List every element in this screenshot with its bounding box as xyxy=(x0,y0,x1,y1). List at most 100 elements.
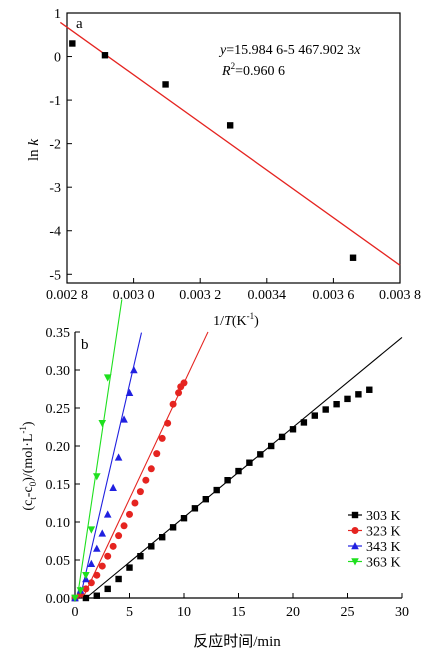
data-point-343-K xyxy=(130,366,138,374)
panel-b-y-tick-label: 0.00 xyxy=(46,592,71,607)
legend-label-303-K: 303 K xyxy=(366,509,401,524)
data-point-303-K xyxy=(235,467,242,475)
data-point-323-K xyxy=(131,499,139,507)
data-point-323-K xyxy=(142,476,150,484)
panel-b-y-tick-label: 0.35 xyxy=(46,326,71,341)
panel-a-y-tick-label: -5 xyxy=(49,268,61,283)
data-point-303-K xyxy=(300,419,308,426)
data-point-323-K xyxy=(136,488,144,496)
legend-marker-363-K xyxy=(351,558,359,566)
panel-b-x-tick-label: 30 xyxy=(395,605,409,620)
data-point-303-K xyxy=(115,575,122,583)
panel-a-x-tick-label: 0.003 0 xyxy=(113,288,155,303)
data-point-303-K xyxy=(224,477,231,484)
equation-rhs: =15.984 6-5 467.902 3 xyxy=(226,43,354,58)
data-point-323-K xyxy=(120,522,128,530)
panel-a-y-tick-label: -3 xyxy=(49,181,61,196)
panel-a-y-tick-label: -2 xyxy=(49,138,61,153)
panel-a: 1 0 -1 -2 -3 -4 -5 0.002 8 0.003 0 0.003 2 0.0034… xyxy=(26,7,421,329)
panel-a-x-axis-label: 1/T(K-1) xyxy=(213,311,259,329)
panel-b-x-tick-label: 20 xyxy=(286,605,300,620)
panel-a-x-tick-label: 0.003 2 xyxy=(179,288,221,303)
legend-label-323-K: 323 K xyxy=(366,525,401,540)
panel-a-frame xyxy=(66,12,401,284)
data-point-323-K xyxy=(175,389,183,397)
data-point-323-K xyxy=(153,450,161,458)
data-point-323-K xyxy=(98,562,106,570)
panel-a-y-axis-label: ln k xyxy=(26,139,42,161)
data-point-363-K xyxy=(103,374,112,382)
data-point-303-K xyxy=(180,515,188,522)
data-point-303-K xyxy=(93,592,100,599)
panel-a-label: a xyxy=(76,16,83,32)
xlabel-close: ) xyxy=(254,314,259,329)
data-point-343-K xyxy=(109,483,117,491)
xlabel-unit: (K xyxy=(232,314,247,329)
panel-a-equation: y=15.984 6-5 467.902 3x xyxy=(218,43,361,58)
equation-lhs: y xyxy=(218,43,227,58)
panel-b-x-tick-label: 5 xyxy=(126,605,133,620)
panel-b-x-tick-label: 15 xyxy=(232,605,246,620)
data-point-343-K xyxy=(98,529,107,537)
panel-a-y-tick-label: 1 xyxy=(54,7,61,22)
fit-line-323-K xyxy=(82,331,209,599)
data-point-343-K xyxy=(125,388,134,396)
data-point-323-K xyxy=(126,510,133,518)
data-point-323-K xyxy=(104,552,112,560)
data-point-303-K xyxy=(246,459,253,466)
panel-a-x-tick-label: 0.003 8 xyxy=(379,288,421,303)
data-point-303-K xyxy=(126,564,133,571)
data-point-343-K xyxy=(87,559,96,567)
data-point-303-K xyxy=(366,386,373,393)
data-point-323-K xyxy=(93,571,101,579)
panel-b-x-tick-label: 10 xyxy=(177,605,191,620)
panel-b: 0.00 0.05 0.10 0.15 0.20 0.25 0.30 0.35 0 5 10 15 2… xyxy=(18,299,409,650)
data-point-323-K xyxy=(177,383,185,391)
data-point-323-K xyxy=(82,585,90,593)
data-point-363-K xyxy=(71,594,79,602)
data-point-303-K xyxy=(289,426,297,433)
panel-b-x-axis-label: 反应时间/min xyxy=(193,632,281,650)
data-point-343-K xyxy=(93,544,101,552)
data-point-363-K xyxy=(82,572,90,580)
data-point-303-K xyxy=(213,486,220,494)
panel-a-x-tick-label: 0.002 8 xyxy=(46,288,88,303)
data-point-303-K xyxy=(82,594,90,602)
panel-a-data-point xyxy=(226,122,234,129)
panel-b-y-tick-label: 0.05 xyxy=(46,554,71,569)
panel-a-data-point xyxy=(101,52,109,59)
data-point-363-K xyxy=(93,473,101,481)
panel-b-plot-area xyxy=(71,299,403,602)
panel-a-y-ticks: 1 0 -1 -2 -3 -4 -5 xyxy=(49,7,72,283)
data-point-303-K xyxy=(191,505,199,512)
data-point-303-K xyxy=(278,433,286,441)
xlabel-exp: -1 xyxy=(247,311,255,321)
panel-b-y-axis-label: (ct-c0)/(mol·L-1) xyxy=(18,421,38,511)
data-point-363-K xyxy=(98,420,107,428)
panel-a-fit-line xyxy=(59,21,401,266)
r2-label: R xyxy=(221,64,231,79)
legend-label-363-K: 363 K xyxy=(366,556,401,571)
legend-marker-303-K xyxy=(351,511,359,519)
equation-var: x xyxy=(353,43,361,58)
data-point-343-K xyxy=(120,415,128,423)
data-point-323-K xyxy=(158,434,166,442)
panel-a-x-ticks: 0.002 8 0.003 0 0.003 2 0.0034 0.003 6 0.003 … xyxy=(46,278,421,303)
panel-b-label: b xyxy=(81,337,89,353)
panel-a-y-tick-label: -4 xyxy=(49,225,61,240)
panel-a-y-tick-label: -1 xyxy=(49,94,61,109)
data-point-323-K xyxy=(147,465,155,473)
panel-a-x-tick-label: 0.0034 xyxy=(248,288,287,303)
panel-b-x-tick-label: 25 xyxy=(341,605,355,620)
data-point-303-K xyxy=(104,585,111,593)
panel-b-x-tick-label: 0 xyxy=(72,605,79,620)
panel-a-data-point xyxy=(349,254,357,261)
data-point-303-K xyxy=(311,412,318,419)
panel-b-y-tick-label: 0.25 xyxy=(46,402,71,417)
panel-b-y-tick-label: 0.30 xyxy=(46,364,71,379)
data-point-303-K xyxy=(355,391,362,398)
data-point-323-K xyxy=(169,400,177,408)
data-point-363-K xyxy=(87,526,96,534)
